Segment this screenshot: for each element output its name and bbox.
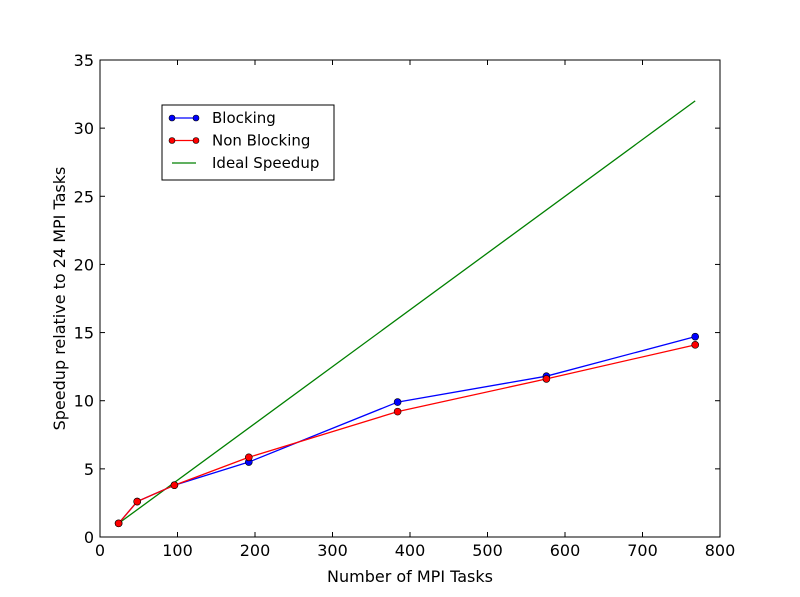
x-tick-label: 600 [550, 541, 581, 560]
data-point-non-blocking [691, 341, 700, 349]
legend: Blocking Non Blocking Ideal Speedup [161, 104, 335, 181]
x-axis-label: Number of MPI Tasks [327, 567, 493, 586]
legend-entry-blocking: Blocking [168, 109, 276, 127]
y-tick-label: 0 [84, 528, 94, 547]
data-point-non-blocking [170, 481, 179, 490]
x-tick-label: 800 [705, 541, 736, 560]
x-tick-label: 700 [627, 541, 658, 560]
data-point-blocking [691, 332, 700, 341]
x-tick-label: 0 [95, 541, 105, 560]
y-axis-label: Speedup relative to 24 MPI Tasks [50, 167, 69, 431]
y-tick-label: 20 [74, 255, 94, 274]
x-tick-label: 500 [472, 541, 503, 560]
y-tick-label: 5 [84, 460, 94, 479]
data-point-non-blocking [114, 519, 123, 528]
data-point-non-blocking [245, 453, 253, 462]
legend-entry-non-blocking: Non Blocking [168, 132, 310, 150]
data-point-non-blocking [542, 375, 551, 383]
legend-marker-blocking [168, 114, 176, 122]
ticks-layer: 0 100 200 300 400 500 600 700 800 0 5 10 15 20 25 30 35 [74, 51, 736, 560]
x-tick-label: 400 [395, 541, 426, 560]
series-blocking [114, 332, 700, 528]
data-point-non-blocking [133, 497, 141, 506]
legend-label-blocking: Blocking [212, 109, 276, 127]
y-tick-label: 15 [74, 324, 94, 343]
y-tick-label: 10 [74, 392, 94, 411]
legend-marker-non-blocking [168, 137, 176, 144]
legend-marker-non-blocking [192, 137, 200, 144]
series-ideal-speedup [118, 100, 696, 524]
legend-marker-blocking [192, 114, 200, 122]
series-layer [114, 100, 700, 528]
data-point-blocking [393, 398, 402, 406]
series-non-blocking [114, 341, 700, 528]
series-line-non-blocking [118, 344, 696, 524]
x-tick-label: 300 [317, 541, 348, 560]
y-tick-label: 35 [74, 51, 94, 70]
series-line-ideal-speedup [118, 100, 696, 524]
y-tick-label: 30 [74, 119, 94, 138]
x-tick-label: 100 [162, 541, 193, 560]
y-tick-label: 25 [74, 187, 94, 206]
legend-label-ideal-speedup: Ideal Speedup [212, 154, 319, 172]
legend-entry-ideal-speedup: Ideal Speedup [172, 154, 319, 172]
x-tick-label: 200 [240, 541, 271, 560]
legend-label-non-blocking: Non Blocking [212, 132, 310, 150]
data-point-non-blocking [393, 407, 402, 416]
